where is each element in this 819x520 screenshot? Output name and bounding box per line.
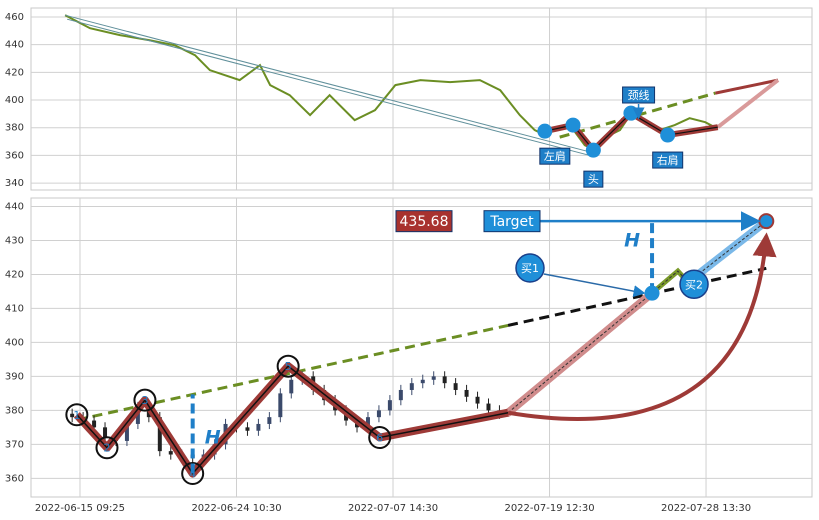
pattern-point bbox=[65, 403, 89, 427]
pattern-point bbox=[133, 388, 157, 412]
candle-body bbox=[157, 417, 162, 452]
pattern-point bbox=[276, 354, 300, 378]
buy-badge bbox=[679, 269, 709, 300]
y-tick-label: 460 bbox=[5, 12, 24, 23]
channel-line bbox=[64, 14, 591, 153]
buy-label: 买2 bbox=[685, 278, 703, 291]
target-value-box bbox=[395, 210, 453, 233]
pattern-label-box bbox=[652, 151, 684, 169]
pattern-label: 1 bbox=[73, 409, 80, 422]
x-tick-label: 2022-07-28 13:30 bbox=[661, 503, 751, 514]
y-tick-label: 410 bbox=[5, 303, 24, 314]
candle-body bbox=[168, 451, 173, 455]
y-tick-label: 360 bbox=[5, 473, 24, 484]
target-point bbox=[758, 213, 775, 230]
target-label-box bbox=[483, 210, 541, 233]
candle-body bbox=[245, 427, 250, 431]
pattern-label: 5 bbox=[285, 360, 292, 373]
candle-body bbox=[420, 379, 425, 384]
x-tick-label: 2022-06-15 09:25 bbox=[35, 503, 125, 514]
pattern-label-box bbox=[539, 147, 571, 165]
pattern-label: 4 bbox=[189, 468, 196, 481]
y-tick-label: 430 bbox=[5, 235, 24, 246]
buy-point bbox=[644, 285, 660, 301]
candle-body bbox=[431, 376, 436, 380]
y-tick-label: 370 bbox=[5, 439, 24, 450]
candle-body bbox=[289, 379, 294, 394]
x-tick-label: 2022-07-19 12:30 bbox=[504, 503, 594, 514]
pattern-point bbox=[585, 142, 601, 158]
projection-core bbox=[507, 220, 767, 414]
y-tick-label: 360 bbox=[5, 150, 24, 161]
neckline-break bbox=[715, 78, 779, 95]
candle-body bbox=[486, 403, 491, 411]
pattern-label: 头 bbox=[588, 173, 599, 186]
pattern-label: 3 bbox=[141, 394, 148, 407]
pattern-point bbox=[565, 117, 581, 133]
y-tick-label: 380 bbox=[5, 405, 24, 416]
channel-line bbox=[66, 18, 593, 157]
buy-badge bbox=[515, 253, 545, 283]
y-tick-label: 400 bbox=[5, 337, 24, 348]
candle-body bbox=[278, 393, 283, 418]
candle-body bbox=[464, 389, 469, 397]
y-tick-label: 340 bbox=[5, 178, 24, 189]
top-panel bbox=[30, 7, 813, 191]
y-tick-label: 420 bbox=[5, 269, 24, 280]
candle-body bbox=[365, 417, 370, 428]
pattern-point bbox=[623, 105, 639, 121]
height-label: H bbox=[624, 230, 640, 252]
bottom-panel bbox=[30, 197, 813, 498]
y-tick-label: 400 bbox=[5, 95, 24, 106]
pattern-label: 2 bbox=[103, 442, 110, 455]
buy-label: 买1 bbox=[521, 262, 539, 275]
pattern-point bbox=[95, 436, 119, 460]
candle-body bbox=[398, 389, 403, 401]
height-label: H bbox=[205, 426, 221, 448]
pattern-point bbox=[537, 123, 553, 139]
x-tick-label: 2022-06-24 10:30 bbox=[191, 503, 281, 514]
candle-body bbox=[387, 400, 392, 411]
neckline-label-box bbox=[622, 86, 656, 104]
pattern-label-box bbox=[583, 170, 604, 188]
y-tick-label: 420 bbox=[5, 67, 24, 78]
pattern-label: 6 bbox=[376, 432, 383, 445]
candle-body bbox=[267, 417, 272, 424]
target-value: 435.68 bbox=[400, 214, 449, 230]
y-tick-label: 380 bbox=[5, 123, 24, 134]
y-tick-label: 390 bbox=[5, 371, 24, 382]
neckline-label: 颈线 bbox=[628, 88, 650, 102]
candle-body bbox=[453, 383, 458, 390]
pattern-label: 右肩 bbox=[657, 153, 679, 167]
y-tick-label: 440 bbox=[5, 201, 24, 212]
candle-body bbox=[103, 427, 108, 438]
candle-body bbox=[442, 376, 447, 384]
target-label: Target bbox=[489, 214, 534, 230]
candle-body bbox=[135, 406, 140, 424]
candle-body bbox=[409, 383, 414, 390]
y-tick-label: 440 bbox=[5, 40, 24, 51]
buy-arrow bbox=[543, 273, 646, 298]
pattern-point bbox=[660, 127, 676, 143]
candle-body bbox=[70, 413, 75, 418]
candle-body bbox=[124, 423, 129, 441]
pattern-point bbox=[181, 462, 205, 486]
pattern-label: 左肩 bbox=[544, 149, 566, 163]
pattern-shadow bbox=[716, 78, 780, 129]
forecast-curve bbox=[507, 232, 777, 421]
candle-body bbox=[92, 420, 97, 428]
candle-body bbox=[376, 410, 381, 418]
candle-body bbox=[256, 423, 261, 431]
pattern-point bbox=[368, 426, 392, 450]
x-tick-label: 2022-07-07 14:30 bbox=[348, 503, 438, 514]
candle-body bbox=[475, 396, 480, 404]
